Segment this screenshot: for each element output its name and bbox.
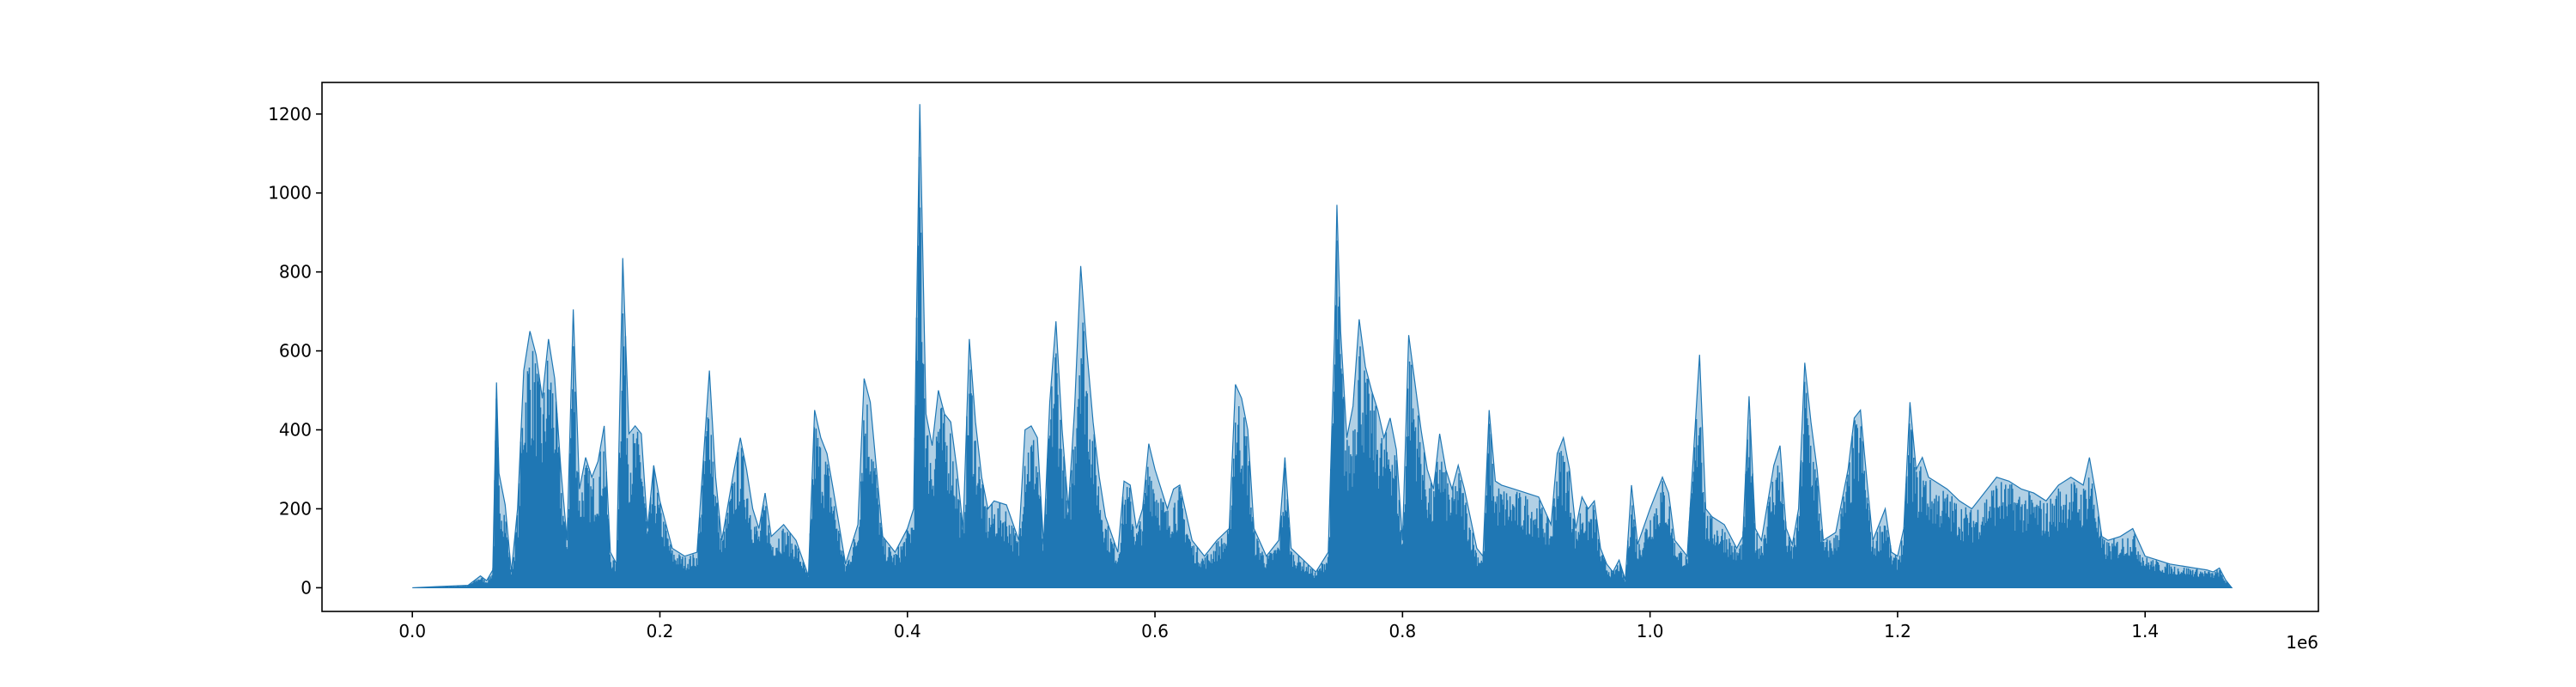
x-tick-label: 1.4 — [2131, 621, 2159, 641]
x-tick-label: 0.4 — [894, 621, 921, 641]
series-envelope — [412, 104, 2233, 589]
y-tick-label: 1200 — [268, 104, 312, 125]
x-tick-label: 0.0 — [398, 621, 426, 641]
x-axis: 0.0 0.2 0.4 0.6 0.8 1.0 1.2 1.4 — [398, 611, 2159, 641]
y-tick-label: 400 — [279, 420, 312, 441]
y-axis: 0 200 400 600 800 1000 1200 — [268, 104, 322, 598]
x-tick-label: 0.2 — [647, 621, 674, 641]
x-tick-label: 0.8 — [1388, 621, 1416, 641]
plot-area — [412, 104, 2233, 589]
y-tick-label: 200 — [279, 498, 312, 519]
y-tick-label: 800 — [279, 262, 312, 283]
y-tick-label: 600 — [279, 341, 312, 362]
series-area — [412, 104, 2233, 589]
series-spikes — [412, 156, 2232, 588]
axes-frame — [321, 82, 2319, 612]
y-tick-label: 1000 — [268, 183, 312, 204]
x-tick-label: 0.6 — [1141, 621, 1169, 641]
x-tick-label: 1.0 — [1637, 621, 1664, 641]
x-offset-label: 1e6 — [2286, 632, 2318, 653]
x-tick-label: 1.2 — [1884, 621, 1911, 641]
y-tick-label: 0 — [301, 577, 312, 598]
